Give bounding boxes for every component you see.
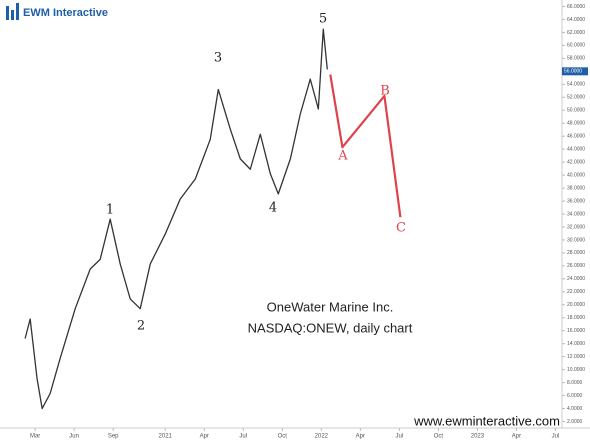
y-tick-label: 54.0000 xyxy=(567,82,585,88)
x-tick-label: 2021 xyxy=(159,434,173,440)
y-tick-label: 34.0000 xyxy=(567,211,585,217)
wave-label: C xyxy=(396,221,406,236)
y-tick-label: 24.0000 xyxy=(567,276,585,282)
wave-label: 1 xyxy=(106,203,114,218)
y-tick-label: 66.0000 xyxy=(567,4,585,10)
x-tick-label: Jun xyxy=(69,434,79,440)
x-tick-label: Jul xyxy=(396,434,404,440)
x-tick-label: Oct xyxy=(278,434,288,440)
x-tick-label: Apr xyxy=(512,434,521,440)
x-tick-label: Apr xyxy=(356,434,365,440)
y-tick-label: 14.0000 xyxy=(567,341,585,347)
y-tick-label: 38.0000 xyxy=(567,185,585,191)
y-tick-label: 44.0000 xyxy=(567,146,585,152)
last-price-box xyxy=(562,67,588,76)
logo-bar xyxy=(11,10,14,20)
x-tick-label: Sep xyxy=(108,434,119,440)
x-tick-label: Apr xyxy=(200,434,209,440)
x-tick-label: Jul xyxy=(239,434,247,440)
logo: EWM Interactive xyxy=(6,3,108,20)
logo-bar xyxy=(6,6,9,20)
y-tick-label: 18.0000 xyxy=(567,315,585,321)
price-line xyxy=(24,28,328,410)
y-tick-label: 52.0000 xyxy=(567,95,585,101)
y-tick-label: 36.0000 xyxy=(567,198,585,204)
y-tick-label: 2.0000 xyxy=(567,419,583,425)
wave-label: 5 xyxy=(319,12,327,27)
last-price-label: 56.0000 xyxy=(564,69,582,75)
y-tick-label: 62.0000 xyxy=(567,30,585,36)
y-tick-label: 30.0000 xyxy=(567,237,585,243)
wave-label: B xyxy=(380,84,390,99)
chart-title: OneWater Marine Inc. xyxy=(267,299,394,314)
chart-subtitle: NASDAQ:ONEW, daily chart xyxy=(248,320,413,335)
wave-label: A xyxy=(337,149,348,164)
y-tick-label: 26.0000 xyxy=(567,263,585,269)
y-tick-label: 40.0000 xyxy=(567,172,585,178)
y-tick-label: 60.0000 xyxy=(567,43,585,49)
y-tick-label: 32.0000 xyxy=(567,224,585,230)
logo-bar xyxy=(16,3,19,20)
y-tick-label: 12.0000 xyxy=(567,354,585,360)
projection-line xyxy=(329,74,402,218)
y-tick-label: 16.0000 xyxy=(567,328,585,334)
wave-label: 3 xyxy=(214,51,222,66)
y-tick-label: 28.0000 xyxy=(567,250,585,256)
y-tick-label: 20.0000 xyxy=(567,302,585,308)
x-tick-label: Mar xyxy=(30,434,40,440)
y-tick-label: 6.0000 xyxy=(567,393,583,399)
footer: www.ewminteractive.com xyxy=(413,413,560,428)
x-tick-label: Jul xyxy=(552,434,560,440)
brand: EWM Interactive xyxy=(23,7,108,19)
wave-label: 2 xyxy=(137,319,145,334)
x-tick-label: 2023 xyxy=(471,434,485,440)
y-tick-label: 64.0000 xyxy=(567,17,585,23)
y-tick-label: 42.0000 xyxy=(567,159,585,165)
x-tick-label: 2022 xyxy=(315,434,329,440)
y-tick-label: 50.0000 xyxy=(567,108,585,114)
y-tick-label: 22.0000 xyxy=(567,289,585,295)
y-tick-label: 48.0000 xyxy=(567,121,585,127)
x-tick-label: Oct xyxy=(434,434,444,440)
y-tick-label: 46.0000 xyxy=(567,134,585,140)
y-tick-label: 8.0000 xyxy=(567,380,583,386)
wave-label: 4 xyxy=(269,201,277,216)
y-tick-label: 10.0000 xyxy=(567,367,585,373)
y-tick-label: 4.0000 xyxy=(567,406,583,412)
y-tick-label: 58.0000 xyxy=(567,56,585,62)
